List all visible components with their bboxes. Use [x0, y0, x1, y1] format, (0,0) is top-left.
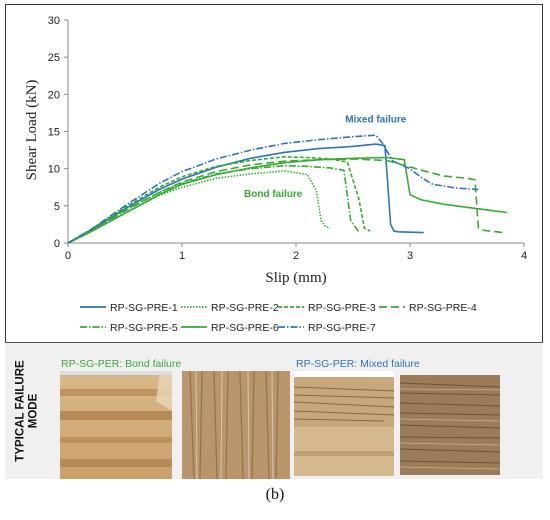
legend-label: RP-SG-PRE-5	[110, 322, 178, 334]
side-label-line2: MODE	[28, 393, 41, 429]
bond-failure-photo-right	[182, 371, 290, 479]
annotation-label: Bond failure	[244, 189, 303, 200]
series-line-6	[67, 156, 508, 244]
y-tick-label: 5	[54, 201, 60, 213]
bond-failure-photo-left	[60, 371, 172, 479]
legend: RP-SG-PRE-1 RP-SG-PRE-2 RP-SG-PRE-3 RP-SG-P…	[80, 302, 477, 334]
series-line-2	[67, 170, 331, 244]
y-tick-label: 20	[48, 89, 60, 101]
load-slip-chart: 0 1 2 3 4 0 5 10 15 20 25 30 Mixed failure Bond fail…	[24, 15, 527, 334]
series-line-7	[67, 134, 479, 244]
legend-label: RP-SG-PRE-4	[409, 302, 477, 314]
y-tick-label: 0	[54, 238, 60, 250]
y-axis-label: Shear Load (kN)	[24, 80, 40, 181]
x-tick-label: 1	[179, 250, 185, 262]
y-tick-label: 10	[48, 164, 60, 176]
x-axis-label: Slip (mm)	[265, 270, 326, 286]
series-line-5	[67, 164, 360, 244]
series-layer	[67, 134, 508, 244]
mixed-failure-caption: RP-SG-PER: Mixed failure	[296, 358, 420, 370]
legend-label: RP-SG-PRE-1	[110, 302, 178, 314]
legend-label: RP-SG-PRE-2	[211, 302, 279, 314]
series-line-1	[67, 143, 424, 244]
chart-axes: 0 1 2 3 4 0 5 10 15 20 25 30	[48, 15, 527, 262]
series-line-3	[67, 156, 371, 244]
x-tick-label: 2	[293, 250, 299, 262]
mixed-failure-photo-right	[400, 375, 500, 475]
mixed-photo-left-art	[294, 371, 394, 476]
legend-label: RP-SG-PRE-3	[308, 302, 376, 314]
side-label-line1: TYPICAL FAILURE	[15, 360, 28, 462]
annotation-label: Mixed failure	[345, 115, 407, 126]
y-tick-label: 30	[48, 15, 60, 27]
legend-label: RP-SG-PRE-6	[211, 322, 279, 334]
bond-photo-left-art	[60, 371, 172, 479]
bond-failure-caption: RP-SG-PER: Bond failure	[61, 358, 182, 370]
legend-label: RP-SG-PRE-7	[308, 322, 376, 334]
mixed-photo-right-art	[400, 375, 500, 475]
typical-failure-text: TYPICAL FAILURE MODE	[15, 360, 41, 461]
mixed-failure-photo-left	[294, 371, 394, 476]
y-tick-label: 25	[48, 52, 60, 64]
y-tick-label: 15	[48, 127, 60, 139]
x-tick-label: 0	[65, 250, 71, 262]
panel-letter: (b)	[265, 486, 285, 503]
bond-photo-right-art	[182, 371, 290, 479]
typical-failure-label: TYPICAL FAILURE MODE	[4, 348, 52, 474]
x-tick-label: 3	[407, 250, 413, 262]
x-tick-label: 4	[521, 250, 527, 262]
annotation-layer: Mixed failure Bond failure	[244, 115, 407, 200]
